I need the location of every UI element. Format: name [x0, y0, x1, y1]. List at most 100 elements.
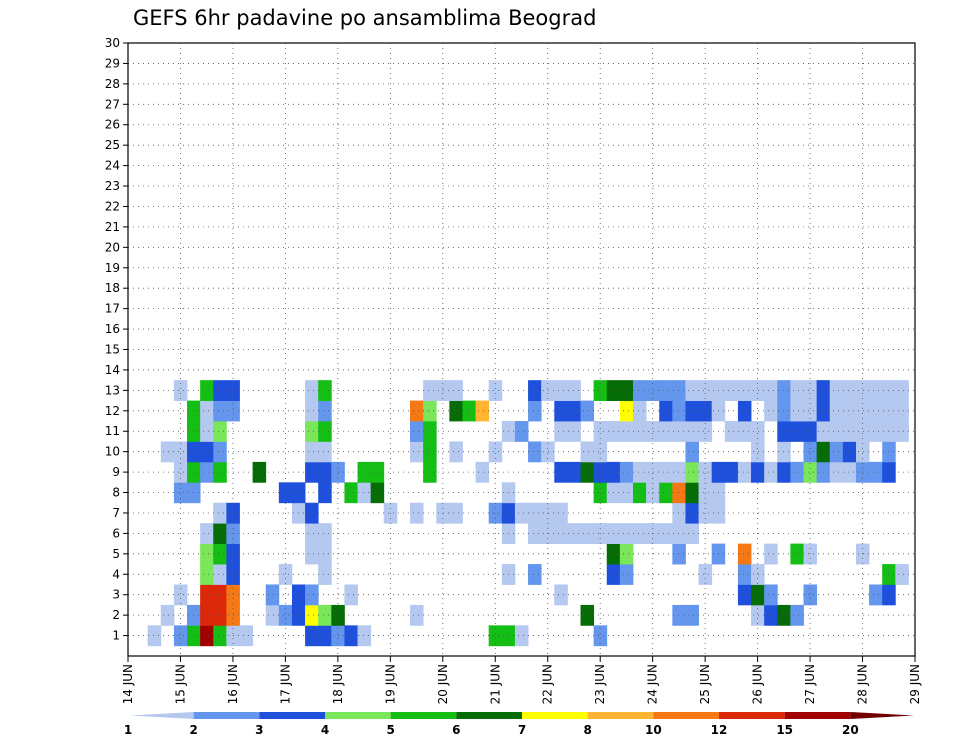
heat-cell: [659, 461, 673, 483]
heat-cell: [265, 584, 280, 606]
colorbar-label: 15: [776, 723, 793, 737]
heat-cell: [265, 604, 280, 626]
x-tick-label: 29 JUN: [908, 664, 922, 704]
x-tick-label: 17 JUN: [278, 664, 292, 704]
colorbar-label: 2: [189, 723, 197, 737]
colorbar-label: 12: [711, 723, 728, 737]
heat-cell: [528, 523, 542, 545]
heat-cell: [737, 421, 752, 442]
heat-cell: [514, 502, 529, 524]
y-tick-label: 10: [105, 445, 120, 459]
heat-cell: [869, 461, 883, 483]
colorbar-segment: [522, 712, 588, 719]
heat-cell: [528, 502, 542, 524]
heat-cell: [659, 523, 673, 545]
heat-cell: [213, 625, 227, 647]
heat-cell: [200, 400, 214, 422]
heat-cell: [698, 564, 713, 585]
heat-cell: [200, 584, 214, 606]
heat-cell: [869, 584, 883, 606]
heat-cell: [619, 523, 634, 545]
heat-cell: [318, 400, 332, 422]
heat-cell: [751, 421, 765, 442]
heat-cell: [619, 400, 634, 422]
heat-cell: [855, 421, 870, 442]
heat-cell: [305, 625, 319, 647]
x-tick-label: 14 JUN: [121, 664, 135, 704]
heat-cell: [580, 441, 595, 463]
heat-cell: [777, 380, 791, 401]
heat-cell: [278, 564, 293, 585]
heat-cell: [318, 604, 332, 626]
heat-cell: [580, 400, 595, 422]
heat-cell: [672, 543, 686, 565]
heat-cell: [528, 380, 542, 401]
heat-cell: [672, 502, 686, 524]
colorbar-segment: [130, 712, 194, 719]
heat-cell: [278, 604, 293, 626]
heat-cell: [855, 543, 870, 565]
heat-cell: [698, 380, 713, 401]
heat-cell: [593, 625, 608, 647]
heat-cell: [580, 461, 595, 483]
heat-cell: [842, 441, 857, 463]
x-tick-label: 20 JUN: [436, 664, 450, 704]
y-tick-label: 11: [105, 424, 120, 438]
heat-cell: [777, 461, 791, 483]
y-tick-label: 5: [112, 547, 120, 561]
heat-cell: [764, 584, 778, 606]
heat-cell: [423, 400, 437, 422]
heat-cell: [764, 461, 778, 483]
heat-cell: [685, 380, 699, 401]
heat-cell: [173, 380, 188, 401]
y-tick-label: 23: [105, 179, 120, 193]
heat-cell: [410, 400, 424, 422]
heat-cell: [488, 380, 503, 401]
heat-cell: [685, 523, 699, 545]
heat-cell: [344, 584, 358, 606]
heat-cell: [803, 584, 818, 606]
heat-cell: [318, 543, 332, 565]
heat-cell: [318, 482, 332, 504]
heat-cell: [475, 461, 490, 483]
heat-cell: [869, 380, 883, 401]
heat-cell: [698, 421, 713, 442]
heat-cell: [751, 604, 765, 626]
x-tick-label: 18 JUN: [331, 664, 345, 704]
heat-cell: [462, 400, 476, 422]
heat-cell: [554, 584, 568, 606]
heat-cell: [305, 461, 319, 483]
chart-title: GEFS 6hr padavine po ansamblima Beograd: [133, 6, 596, 30]
heat-cell: [646, 482, 660, 504]
x-tick-label: 16 JUN: [226, 664, 240, 704]
heat-cell: [173, 584, 188, 606]
heat-cell: [580, 523, 595, 545]
heat-cell: [751, 584, 765, 606]
heat-cell: [410, 502, 424, 524]
y-tick-label: 18: [105, 281, 120, 295]
heat-cell: [790, 461, 804, 483]
heat-cell: [790, 604, 804, 626]
heat-cell: [855, 400, 870, 422]
x-tick-label: 25 JUN: [698, 664, 712, 704]
heat-cell: [514, 421, 529, 442]
heat-cell: [803, 461, 818, 483]
heat-cell: [777, 441, 791, 463]
heat-cell: [305, 584, 319, 606]
colorbar: 1 2 3 4 5 6 7 8 10 12 15 20: [124, 712, 914, 737]
heat-cell: [632, 461, 647, 483]
heat-cell: [528, 400, 542, 422]
heat-cell: [449, 400, 463, 422]
heat-cell: [842, 380, 857, 401]
heat-cell: [619, 421, 634, 442]
heat-cell: [370, 461, 385, 483]
heat-cell: [803, 543, 818, 565]
heat-cell: [528, 564, 542, 585]
heat-cell: [252, 461, 267, 483]
heat-cell: [305, 380, 319, 401]
heat-cell: [685, 400, 699, 422]
colorbar-segment: [456, 712, 522, 719]
heat-cell: [829, 380, 844, 401]
heat-cell: [659, 380, 673, 401]
heat-cell: [567, 523, 581, 545]
